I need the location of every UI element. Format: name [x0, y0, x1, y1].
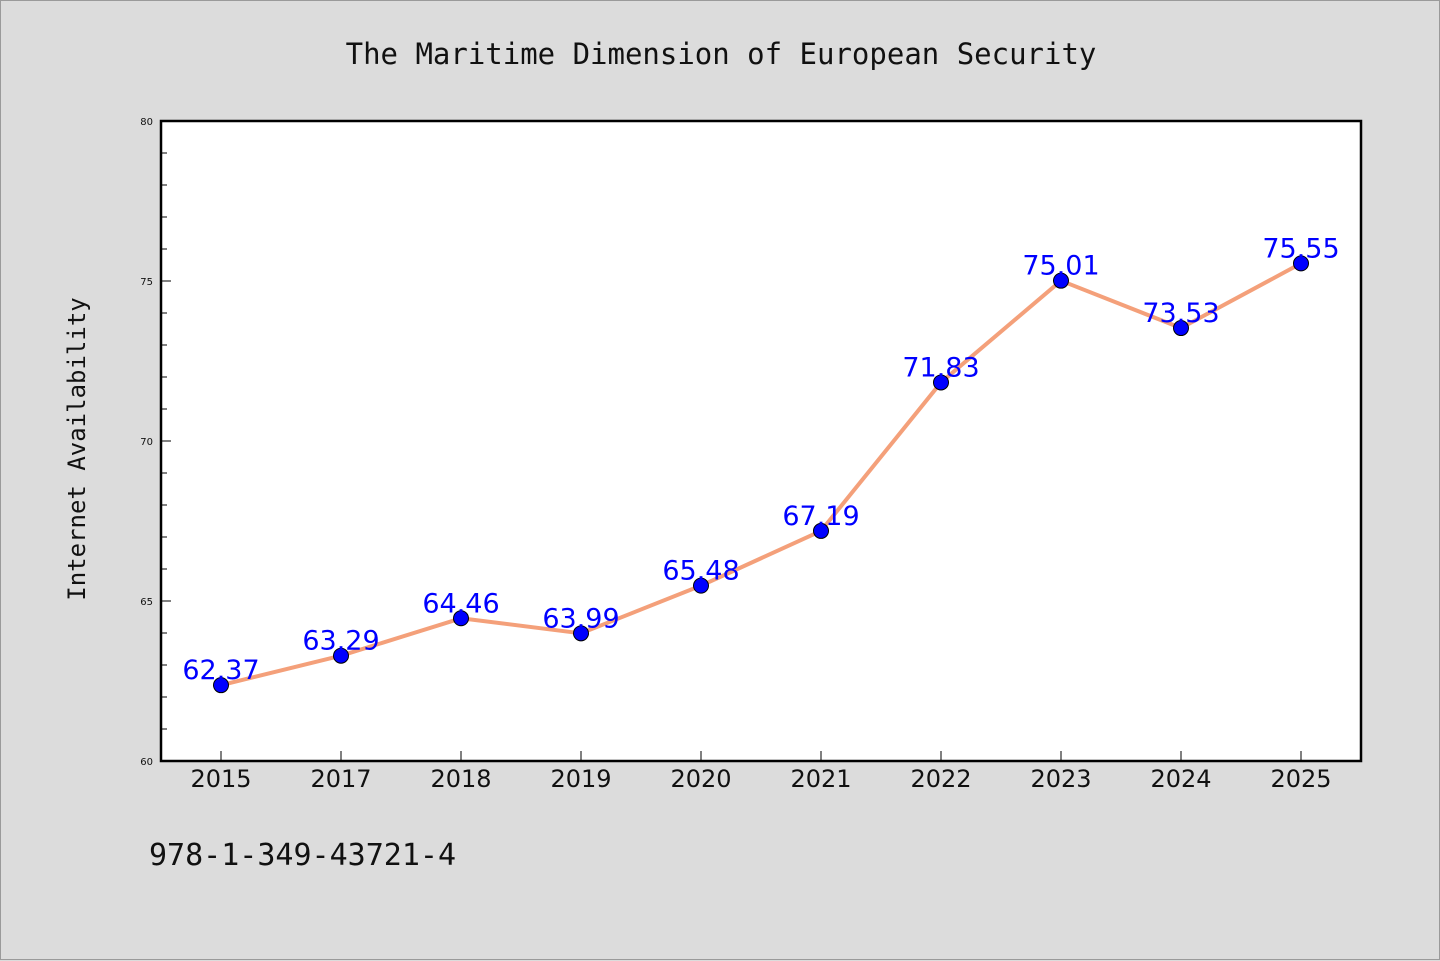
data-point	[333, 647, 349, 664]
y-tick-label: 60	[140, 757, 153, 768]
x-tick-label: 2019	[550, 765, 611, 793]
data-label: 75.55	[1262, 233, 1339, 264]
data-point	[813, 522, 829, 539]
y-axis-ticks: 60 65 70 75 80	[140, 117, 171, 768]
x-tick-label: 2025	[1270, 765, 1331, 793]
x-tick-label: 2020	[670, 765, 731, 793]
plot-area	[159, 119, 1363, 763]
data-label: 73.53	[1142, 298, 1219, 329]
x-tick-label: 2024	[1150, 765, 1211, 793]
x-tick-label: 2021	[790, 765, 851, 793]
series-markers	[213, 255, 1309, 694]
data-label: 67.19	[782, 501, 859, 532]
data-label: 63.99	[542, 603, 619, 634]
x-tick-label: 2023	[1030, 765, 1091, 793]
data-label: 62.37	[182, 655, 259, 686]
y-axis-label: Internet Availability	[63, 297, 91, 600]
data-point	[933, 374, 949, 391]
x-tick-label: 2017	[310, 765, 371, 793]
data-label: 71.83	[902, 352, 979, 383]
data-label: 63.29	[302, 626, 379, 657]
data-point	[573, 625, 589, 642]
y-tick-label: 80	[140, 117, 153, 128]
data-labels: 62.37 63.29 64.46 63.99 65.48 67.19 71.83 75.01…	[182, 233, 1339, 686]
data-point	[693, 577, 709, 594]
data-point	[213, 677, 229, 694]
x-axis-ticks: 2015 2017 2018 2019 2020 2021 2022 2023 2024 2025	[190, 751, 1332, 793]
data-point	[1293, 255, 1309, 272]
y-tick-label: 70	[140, 437, 153, 448]
series-line	[219, 261, 1303, 688]
data-point	[1053, 272, 1069, 289]
chart-title: The Maritime Dimension of European Secur…	[346, 37, 1097, 71]
data-label: 75.01	[1022, 251, 1099, 282]
isbn-footer: 978-1-349-43721-4	[149, 838, 456, 873]
data-label: 65.48	[662, 556, 739, 587]
y-tick-label: 75	[140, 277, 153, 288]
x-tick-label: 2022	[910, 765, 971, 793]
x-tick-label: 2015	[190, 765, 251, 793]
data-point	[453, 610, 469, 627]
y-tick-label: 65	[140, 597, 153, 608]
x-tick-label: 2018	[430, 765, 491, 793]
series-polyline	[219, 261, 1303, 688]
data-point	[1173, 320, 1189, 337]
data-label: 64.46	[422, 588, 499, 619]
